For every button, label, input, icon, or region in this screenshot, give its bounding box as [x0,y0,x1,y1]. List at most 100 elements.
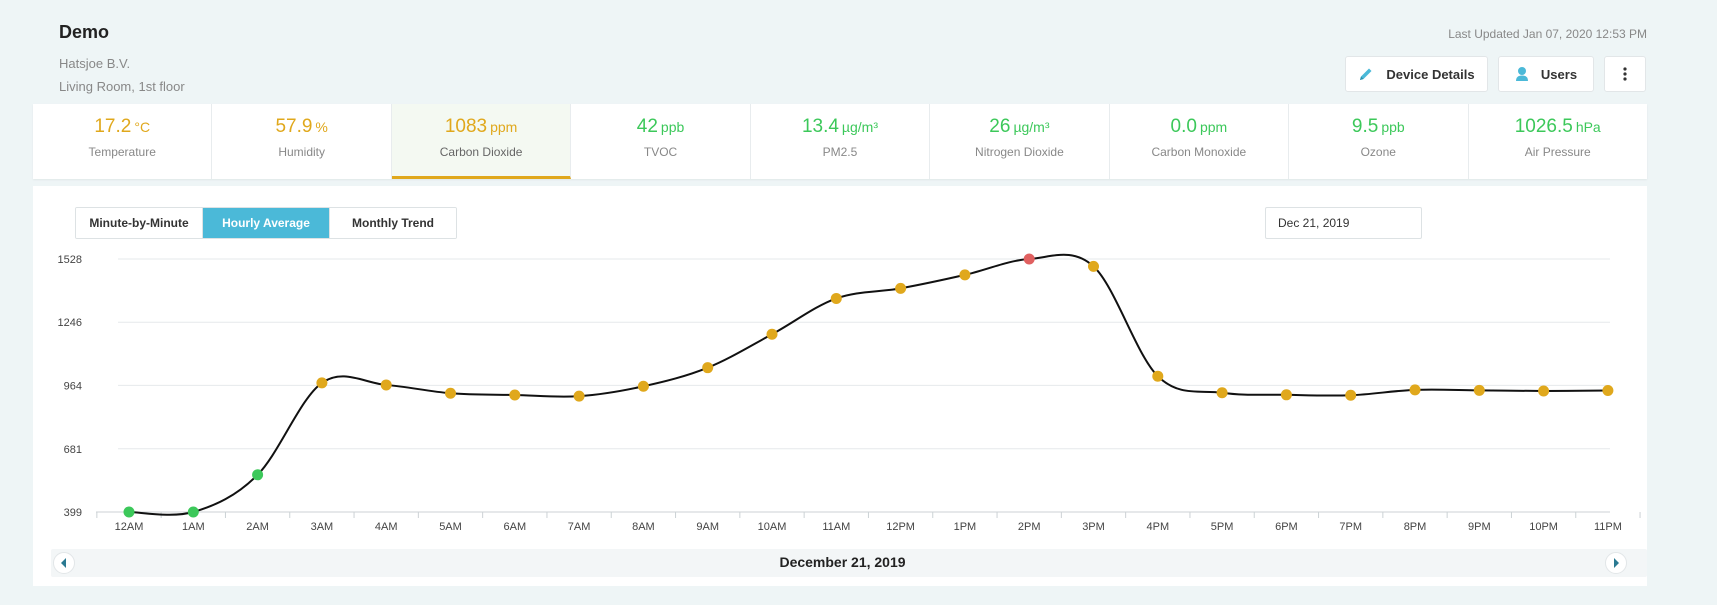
metric-unit: ppb [660,119,685,135]
metric-number: 0.0 [1170,116,1197,137]
metric-label: Nitrogen Dioxide [975,145,1064,159]
x-tick-label: 3AM [311,521,334,533]
metric-value: 9.5 ppb [1289,116,1467,138]
device-location: Living Room, 1st floor [59,79,185,94]
x-tick-label: 12AM [115,521,144,533]
footer-date-text: December 21, 2019 [779,554,906,570]
tab-monthly-trend[interactable]: Monthly Trend [330,208,456,238]
metric-unit: µg/m³ [841,119,878,135]
metric-unit: ppm [490,119,518,135]
users-button[interactable]: Users [1498,56,1594,92]
data-point [1280,389,1292,401]
metric-label: TVOC [643,145,678,159]
x-tick-label: 6PM [1275,521,1298,533]
x-tick-label: 8PM [1404,521,1427,533]
metric-value: 13.4 µg/m³ [751,116,929,138]
page-title: Demo [59,22,110,42]
data-point [573,390,585,402]
metric-unit: ppb [1381,119,1405,135]
metric-unit: hPa [1575,119,1601,135]
pencil-icon [1360,68,1372,80]
x-tick-label: 2AM [246,521,269,533]
metric-tile-carbon-dioxide[interactable]: 1083 ppm Carbon Dioxide [391,104,572,179]
metric-number: 57.9 [275,116,313,137]
metric-number: 42 [636,116,658,137]
metric-label: Humidity [278,145,325,159]
x-tick-label: 9PM [1468,521,1491,533]
data-point [1023,253,1035,265]
date-picker-input[interactable] [1265,207,1422,239]
metric-unit: ppm [1199,119,1228,135]
x-tick-label: 12PM [886,521,915,533]
metric-value: 42 ppb [571,116,749,138]
metric-number: 17.2 [94,116,132,137]
data-point [1152,370,1164,382]
metric-label: Carbon Dioxide [439,145,523,159]
metric-number: 1083 [444,116,488,137]
metric-value: 1026.5 hPa [1469,116,1647,138]
data-point [252,469,264,481]
metric-value: 57.9% [212,116,390,138]
data-point [509,389,521,401]
chart-mode-tabs: Minute-by-Minute Hourly Average Monthly … [75,207,457,239]
metric-label: Air Pressure [1524,145,1591,159]
y-tick-label: 681 [64,444,82,456]
data-point [895,282,907,294]
data-point [702,362,714,374]
x-tick-label: 6AM [503,521,526,533]
metric-value: 1083 ppm [392,116,570,138]
metric-tile-nitrogen-dioxide[interactable]: 26 µg/m³ Nitrogen Dioxide [930,104,1110,179]
y-tick-label: 399 [64,507,82,519]
previous-day-button[interactable] [53,552,75,574]
x-tick-label: 1PM [954,521,977,533]
x-tick-label: 5PM [1211,521,1234,533]
y-tick-label: 964 [64,380,82,392]
x-tick-label: 5AM [439,521,462,533]
metric-value: 0.0 ppm [1110,116,1288,138]
user-icon [1515,67,1528,81]
metric-tile-tvoc[interactable]: 42 ppb TVOC [571,104,751,179]
tab-minute-by-minute[interactable]: Minute-by-Minute [76,208,203,238]
metric-number: 13.4 [801,116,839,137]
x-tick-label: 4PM [1146,521,1169,533]
y-tick-label: 1528 [58,254,82,266]
metric-label: Temperature [88,145,156,159]
metric-tile-temperature[interactable]: 17.2 °C Temperature [33,104,213,179]
users-label: Users [1540,66,1578,82]
last-updated-timestamp: Last Updated Jan 07, 2020 12:53 PM [1448,27,1647,41]
x-tick-label: 7AM [568,521,591,533]
metric-tile-ozone[interactable]: 9.5 ppb Ozone [1289,104,1469,179]
chart-card [33,186,1647,586]
y-tick-label: 1246 [58,317,82,329]
tab-hourly-average[interactable]: Hourly Average [203,208,330,238]
data-point [1088,260,1099,272]
next-day-button[interactable] [1605,552,1627,574]
more-options-button[interactable] [1604,56,1646,92]
data-point [637,380,649,392]
date-navigation-bar [51,549,1647,577]
data-point [766,328,778,340]
caret-right-icon [1614,558,1619,568]
metric-label: Carbon Monoxide [1151,145,1247,159]
metric-tile-air-pressure[interactable]: 1026.5 hPa Air Pressure [1469,104,1647,179]
metrics-bar: 17.2 °C Temperature 57.9% Humidity 1083 ppm Car… [33,104,1647,179]
x-tick-label: 7PM [1339,521,1362,533]
metric-number: 1026.5 [1514,116,1573,137]
x-tick-label: 2PM [1018,521,1041,533]
x-tick-label: 11PM [1594,521,1622,533]
x-tick-label: 3PM [1082,521,1105,533]
data-point [1602,385,1614,397]
x-tick-label: 8AM [632,521,655,533]
device-details-button[interactable]: Device Details [1345,56,1488,92]
x-tick-label: 10AM [758,521,787,533]
data-point [1345,389,1357,401]
metric-tile-pm2-5[interactable]: 13.4 µg/m³ PM2.5 [751,104,931,179]
data-point [187,506,199,518]
metric-unit: % [315,119,328,135]
metric-tile-carbon-monoxide[interactable]: 0.0 ppm Carbon Monoxide [1110,104,1290,179]
metric-tile-humidity[interactable]: 57.9% Humidity [212,104,392,179]
metric-label: Ozone [1360,145,1396,159]
x-tick-label: 1AM [182,521,205,533]
metric-number: 26 [989,116,1011,137]
